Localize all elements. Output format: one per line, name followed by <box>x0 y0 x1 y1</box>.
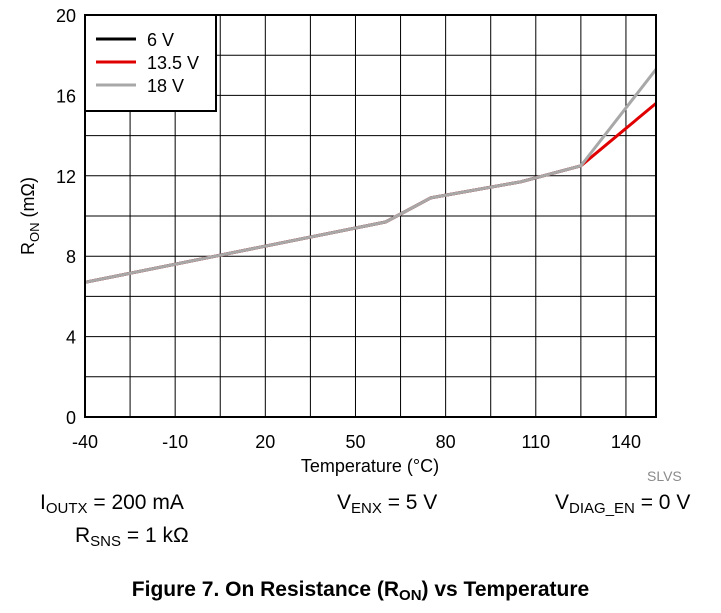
condition-vdiag-en: VDIAG_EN = 0 V <box>555 491 691 517</box>
x-tick-label: -40 <box>72 432 98 452</box>
y-tick-label: 20 <box>56 6 76 26</box>
condition-venx: VENX = 5 V <box>337 491 438 517</box>
condition-rsns: RSNS = 1 kΩ <box>75 524 189 550</box>
x-tick-label: 110 <box>521 432 550 452</box>
document-code: SLVS <box>647 468 682 484</box>
plot-frame <box>84 14 657 418</box>
y-tick-label: 8 <box>66 247 76 267</box>
x-tick-label: 140 <box>611 432 641 452</box>
x-tick-label: 20 <box>255 432 275 452</box>
y-axis-title-unit: (mΩ) <box>18 177 38 222</box>
legend: 6 V 13.5 V 18 V <box>84 14 217 112</box>
y-axis-title-main: R <box>18 242 38 255</box>
figure-caption: Figure 7. On Resistance (RON) vs Tempera… <box>131 578 590 604</box>
series-line-3 <box>84 68 658 284</box>
y-tick-label: 0 <box>66 408 76 428</box>
y-tick-label: 16 <box>56 86 76 106</box>
x-axis-title: Temperature (°C) <box>301 456 439 476</box>
y-axis-title-sub: ON <box>27 222 42 242</box>
y-axis-title: RON (mΩ) <box>18 177 42 255</box>
grid <box>85 15 656 417</box>
x-tick-label: 50 <box>345 432 365 452</box>
legend-label: 18 V <box>147 76 184 96</box>
series-layer <box>84 68 658 284</box>
legend-label: 13.5 V <box>147 53 199 73</box>
x-tick-label: 80 <box>436 432 456 452</box>
condition-ioutx: IOUTX = 200 mA <box>40 491 184 517</box>
y-tick-label: 4 <box>66 328 76 348</box>
y-tick-labels: 0 4 8 12 16 20 <box>56 6 76 428</box>
y-tick-label: 12 <box>56 167 76 187</box>
legend-label: 6 V <box>147 30 174 50</box>
x-tick-labels: -40 -10 20 50 80 110 140 <box>72 432 641 452</box>
series-line-2 <box>84 102 657 284</box>
x-tick-label: -10 <box>162 432 188 452</box>
